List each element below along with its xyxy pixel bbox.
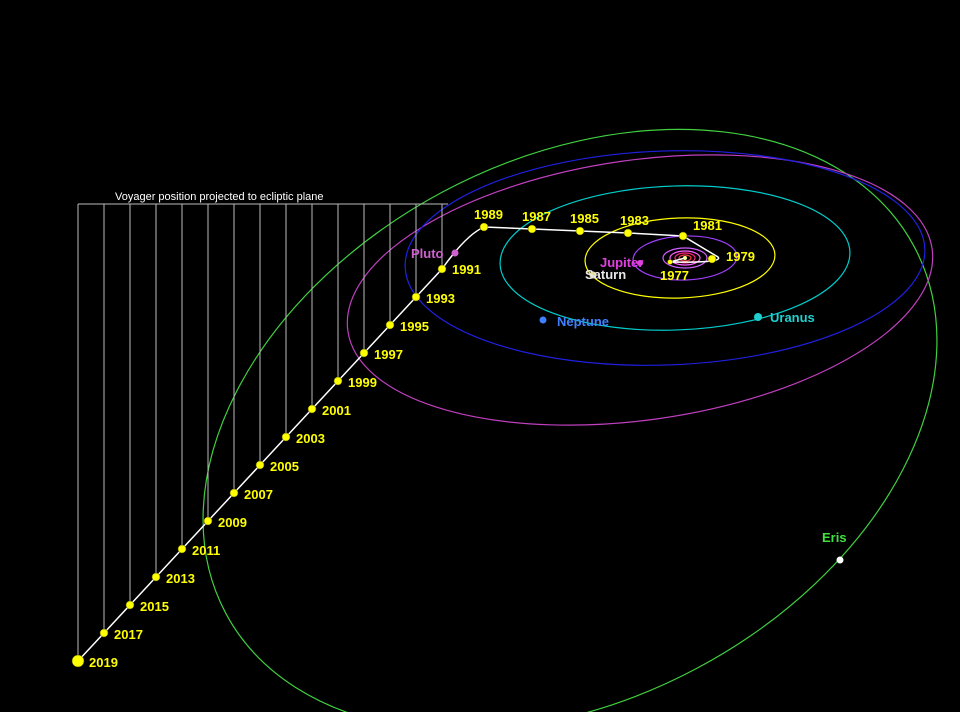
- year-dot-1989: [480, 223, 488, 231]
- planet-dot-pluto: [452, 250, 459, 257]
- projection-caption: Voyager position projected to ecliptic p…: [115, 191, 324, 203]
- year-label-2011: 2011: [192, 543, 220, 558]
- year-label-2017: 2017: [114, 627, 143, 642]
- year-label-1993: 1993: [426, 291, 455, 306]
- year-dot-1995: [386, 321, 394, 329]
- planet-label-eris: Eris: [822, 530, 847, 545]
- year-label-2005: 2005: [270, 459, 299, 474]
- planet-label-pluto: Pluto: [411, 246, 444, 261]
- sun-dot: [683, 256, 687, 260]
- year-dot-1997: [360, 349, 368, 357]
- year-label-2001: 2001: [322, 403, 351, 418]
- year-label-1999: 1999: [348, 375, 377, 390]
- year-dot-1985: [576, 227, 584, 235]
- year-dot-1983: [624, 229, 632, 237]
- year-label-1997: 1997: [374, 347, 403, 362]
- year-label-2009: 2009: [218, 515, 247, 530]
- year-label-1977: 1977: [660, 268, 689, 283]
- year-dot-1979: [708, 255, 716, 263]
- planet-dot-neptune: [540, 317, 547, 324]
- year-dot-1981: [679, 232, 687, 240]
- planet-label-uranus: Uranus: [770, 310, 815, 325]
- year-label-2003: 2003: [296, 431, 325, 446]
- planet-dot-eris: [837, 557, 844, 564]
- year-label-2007: 2007: [244, 487, 273, 502]
- year-label-1991: 1991: [452, 262, 481, 277]
- planet-label-saturn: Saturn: [585, 267, 626, 282]
- year-dot-1991: [438, 265, 446, 273]
- planet-dot-uranus: [754, 313, 762, 321]
- year-dot-2017: [100, 629, 108, 637]
- year-label-1995: 1995: [400, 319, 429, 334]
- year-dot-1999: [334, 377, 342, 385]
- year-dot-2001: [308, 405, 316, 413]
- year-dot-2005: [256, 461, 264, 469]
- year-dot-2007: [230, 489, 238, 497]
- year-dot-2019: [72, 655, 84, 667]
- year-label-1979: 1979: [726, 249, 755, 264]
- year-dot-2003: [282, 433, 290, 441]
- year-label-1987: 1987: [522, 209, 551, 224]
- year-dot-2009: [204, 517, 212, 525]
- year-label-1981: 1981: [693, 218, 722, 233]
- year-dot-2011: [178, 545, 186, 553]
- year-dot-2013: [152, 573, 160, 581]
- year-label-1985: 1985: [570, 211, 599, 226]
- year-label-2013: 2013: [166, 571, 195, 586]
- year-dot-1987: [528, 225, 536, 233]
- year-dot-1977: [668, 260, 673, 265]
- year-label-2015: 2015: [140, 599, 169, 614]
- year-label-2019: 2019: [89, 655, 118, 670]
- year-dot-2015: [126, 601, 134, 609]
- year-label-1983: 1983: [620, 213, 649, 228]
- year-label-1989: 1989: [474, 207, 503, 222]
- year-dot-1993: [412, 293, 420, 301]
- planet-label-neptune: Neptune: [557, 314, 609, 329]
